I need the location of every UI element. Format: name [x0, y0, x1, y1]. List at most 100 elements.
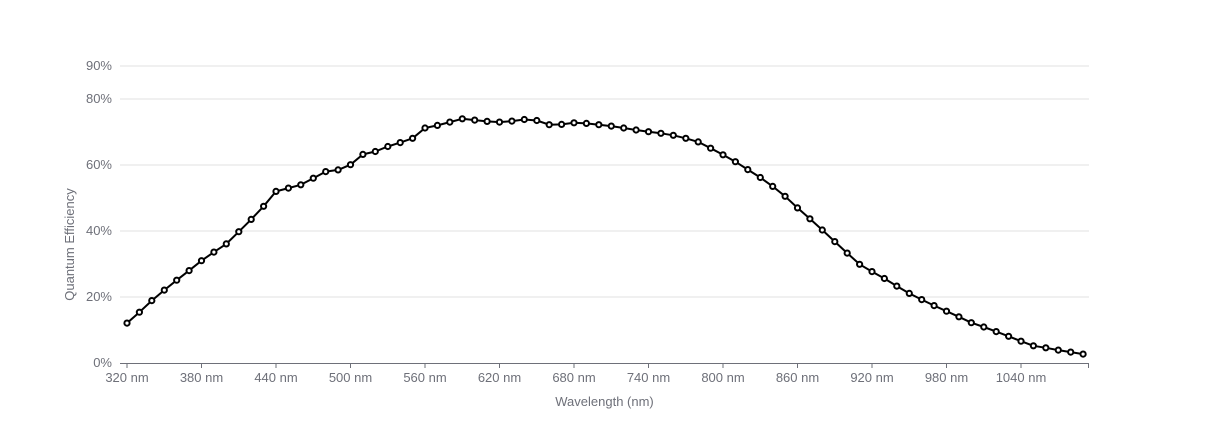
x-axis-tick-labels: 320 nm 380 nm 440 nm 500 nm 560 nm 620 nm 680 …	[105, 370, 1046, 385]
y-axis-tick-labels: 0% 20% 40% 60% 80% 90%	[86, 58, 112, 370]
data-point	[197, 257, 206, 265]
x-tick-label: 320 nm	[105, 370, 148, 385]
data-point	[905, 289, 913, 297]
data-point	[942, 307, 951, 315]
data-point	[409, 134, 417, 142]
data-point	[744, 166, 752, 174]
data-point	[371, 147, 379, 156]
data-point	[818, 226, 826, 234]
data-point	[669, 131, 677, 139]
data-point	[1054, 346, 1062, 354]
data-point	[719, 151, 727, 159]
data-point	[607, 122, 615, 130]
data-point	[781, 192, 789, 200]
data-point	[284, 184, 292, 192]
data-point	[1067, 348, 1075, 356]
data-point	[980, 323, 988, 331]
x-axis	[120, 363, 1089, 368]
x-tick-label: 920 nm	[850, 370, 893, 385]
data-point	[545, 121, 553, 129]
series-points	[123, 115, 1087, 358]
data-point	[806, 215, 814, 223]
y-tick-label: 80%	[86, 91, 112, 106]
x-tick-label: 980 nm	[925, 370, 968, 385]
data-point	[880, 274, 889, 283]
data-point	[843, 249, 851, 257]
data-point	[856, 260, 864, 268]
data-point	[123, 319, 131, 327]
data-point	[508, 117, 516, 125]
data-point	[433, 121, 441, 130]
x-tick-label: 1040 nm	[996, 370, 1047, 385]
data-point	[955, 313, 963, 321]
data-point	[247, 215, 255, 223]
data-point	[148, 297, 156, 305]
data-point	[446, 118, 454, 126]
x-tick-label: 680 nm	[552, 370, 595, 385]
data-point	[1042, 344, 1050, 352]
grid-lines	[120, 65, 1089, 298]
y-tick-label: 0%	[93, 355, 112, 370]
data-point	[260, 202, 268, 210]
data-point	[185, 267, 193, 275]
data-point	[644, 128, 653, 136]
data-point	[322, 168, 330, 176]
data-point	[769, 182, 777, 190]
x-axis-title: Wavelength (nm)	[555, 394, 654, 409]
data-point	[483, 117, 491, 126]
data-point	[210, 248, 218, 256]
data-point	[495, 118, 504, 126]
data-point	[893, 282, 901, 290]
data-point	[595, 121, 603, 129]
data-point	[967, 319, 975, 327]
data-point	[831, 238, 839, 246]
data-point	[384, 142, 392, 151]
x-tick-label: 800 nm	[701, 370, 744, 385]
data-point	[930, 302, 938, 310]
data-point	[582, 119, 591, 128]
data-point	[868, 268, 876, 276]
data-point	[1029, 342, 1038, 350]
data-point	[235, 228, 243, 236]
x-tick-label: 620 nm	[478, 370, 521, 385]
data-point	[1005, 332, 1013, 340]
data-point	[620, 124, 628, 132]
data-point	[1079, 350, 1087, 358]
data-point	[793, 204, 802, 212]
data-point	[222, 240, 230, 248]
data-point	[160, 286, 168, 294]
data-point	[359, 150, 367, 158]
data-point	[632, 126, 640, 134]
x-tick-label: 740 nm	[627, 370, 670, 385]
x-tick-label: 860 nm	[776, 370, 819, 385]
data-point	[471, 116, 479, 124]
data-point	[756, 173, 764, 182]
data-point	[309, 174, 317, 182]
data-point	[694, 138, 702, 146]
y-axis-title: Quantum Efficiency	[62, 188, 77, 301]
x-tick-label: 500 nm	[329, 370, 372, 385]
data-point	[918, 296, 926, 304]
data-point	[272, 187, 280, 195]
data-point	[992, 328, 1000, 336]
data-point	[520, 115, 528, 124]
data-point	[135, 308, 143, 316]
data-point	[421, 124, 429, 132]
data-point	[533, 116, 541, 125]
series-line	[126, 117, 1084, 356]
x-tick-label: 440 nm	[254, 370, 297, 385]
y-tick-label: 40%	[86, 223, 112, 238]
data-point	[173, 276, 181, 284]
data-point	[1017, 337, 1025, 345]
data-point	[731, 158, 740, 166]
data-point	[297, 181, 305, 189]
data-point	[334, 166, 342, 174]
x-tick-label: 380 nm	[180, 370, 223, 385]
x-tick-label: 560 nm	[403, 370, 446, 385]
data-point	[682, 134, 690, 142]
data-point	[458, 115, 466, 123]
y-tick-label: 60%	[86, 157, 112, 172]
data-point	[558, 120, 566, 129]
